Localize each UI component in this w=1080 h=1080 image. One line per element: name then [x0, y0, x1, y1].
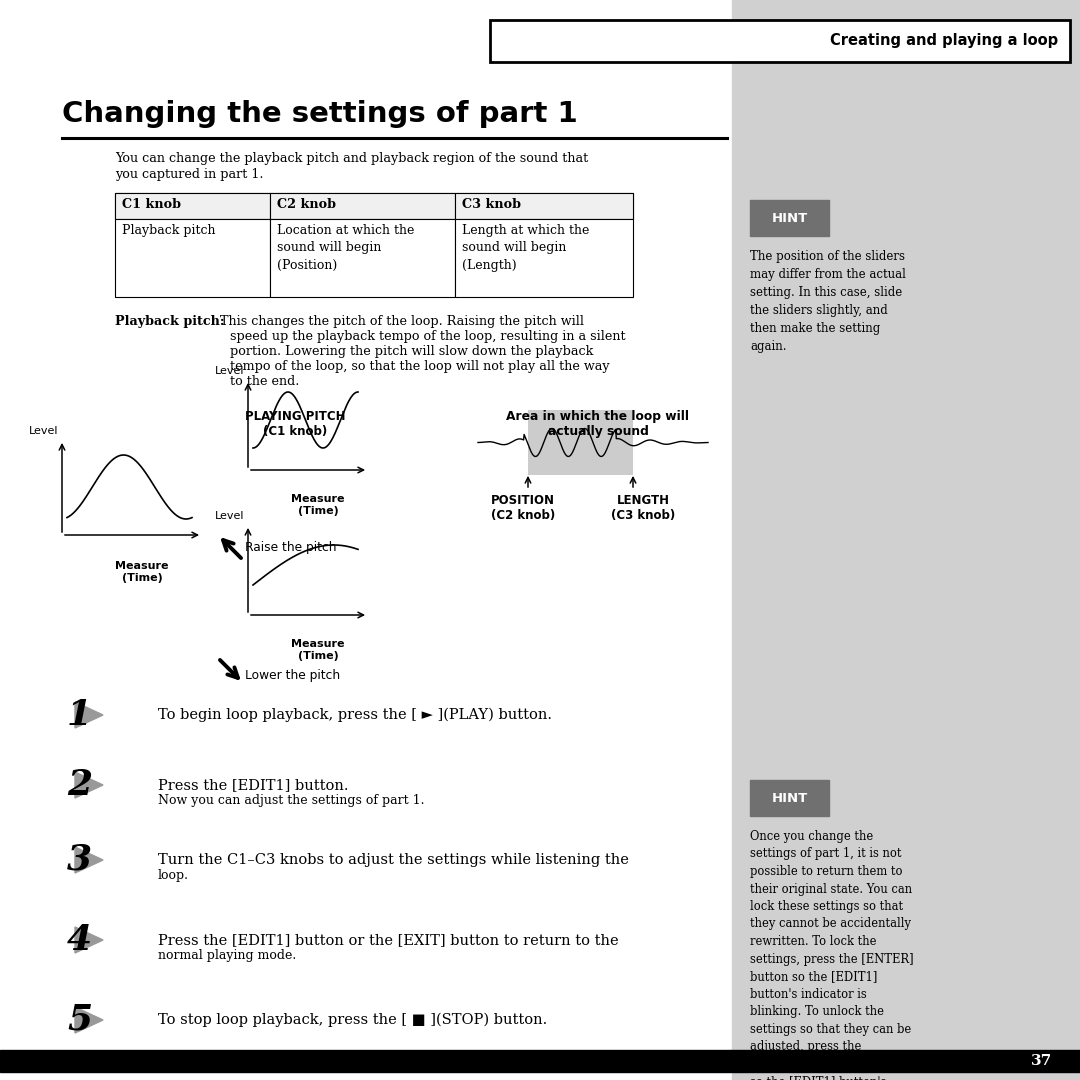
Bar	[114, 219, 270, 297]
Text: C3 knob: C3 knob	[462, 198, 521, 211]
Text: Area in which the loop will
actually sound: Area in which the loop will actually sou…	[507, 410, 689, 438]
Bar	[455, 193, 633, 219]
Text: The position of the sliders
may differ from the actual
setting. In this case, sl: The position of the sliders may differ f…	[750, 249, 906, 353]
Text: Lower the pitch: Lower the pitch	[245, 669, 340, 681]
Text: 4: 4	[67, 923, 92, 957]
Text: Press the [EDIT1] button.: Press the [EDIT1] button.	[158, 778, 349, 792]
Text: Turn the C1–C3 knobs to adjust the settings while listening the: Turn the C1–C3 knobs to adjust the setti…	[158, 853, 629, 867]
Polygon shape	[75, 847, 103, 873]
Bar	[490, 21, 1070, 62]
Text: To begin loop playback, press the [ ► ](PLAY) button.: To begin loop playback, press the [ ► ](…	[158, 708, 552, 723]
Text: LENGTH
(C3 knob): LENGTH (C3 knob)	[611, 494, 675, 522]
Text: POSITION
(C2 knob): POSITION (C2 knob)	[491, 494, 555, 522]
Text: Measure
(Time): Measure (Time)	[292, 639, 345, 661]
Bar	[114, 193, 633, 219]
Polygon shape	[75, 1007, 103, 1032]
Bar	[270, 193, 455, 219]
Bar	[750, 780, 829, 816]
Text: HINT: HINT	[771, 212, 808, 225]
Polygon shape	[75, 702, 103, 728]
Text: 3: 3	[67, 843, 92, 877]
Text: You can change the playback pitch and playback region of the sound that: You can change the playback pitch and pl…	[114, 152, 589, 165]
Bar	[528, 410, 633, 475]
Bar	[455, 219, 633, 297]
Text: HINT: HINT	[771, 792, 808, 805]
Text: Level: Level	[28, 426, 58, 436]
Text: Level: Level	[215, 511, 244, 521]
Text: C1 knob: C1 knob	[122, 198, 181, 211]
Text: PLAYING PITCH
(C1 knob): PLAYING PITCH (C1 knob)	[245, 410, 346, 438]
Text: you captured in part 1.: you captured in part 1.	[114, 168, 264, 181]
Text: 2: 2	[67, 768, 92, 802]
Bar	[114, 193, 270, 219]
Text: Measure
(Time): Measure (Time)	[292, 494, 345, 515]
Text: portion. Lowering the pitch will slow down the playback: portion. Lowering the pitch will slow do…	[230, 345, 593, 357]
Polygon shape	[75, 927, 103, 953]
Text: Length at which the
sound will begin
(Length): Length at which the sound will begin (Le…	[462, 224, 590, 272]
Text: Changing the settings of part 1: Changing the settings of part 1	[62, 100, 578, 129]
Text: Measure
(Time): Measure (Time)	[116, 561, 168, 582]
Text: Location at which the
sound will begin
(Position): Location at which the sound will begin (…	[276, 224, 415, 272]
Text: C2 knob: C2 knob	[276, 198, 336, 211]
Text: Once you change the
settings of part 1, it is not
possible to return them to
the: Once you change the settings of part 1, …	[750, 831, 914, 1080]
Text: 1: 1	[67, 698, 92, 732]
Bar	[750, 200, 829, 237]
Bar	[0, 1050, 1080, 1072]
Text: Playback pitch:: Playback pitch:	[114, 315, 225, 328]
Text: 37: 37	[1031, 1054, 1053, 1068]
Text: tempo of the loop, so that the loop will not play all the way: tempo of the loop, so that the loop will…	[230, 360, 609, 373]
Polygon shape	[75, 772, 103, 798]
Text: 5: 5	[67, 1003, 92, 1037]
Bar	[270, 219, 455, 297]
Text: Raise the pitch: Raise the pitch	[245, 540, 337, 553]
Text: Creating and playing a loop: Creating and playing a loop	[829, 33, 1058, 49]
Text: Now you can adjust the settings of part 1.: Now you can adjust the settings of part …	[158, 794, 424, 807]
Text: Level: Level	[215, 366, 244, 376]
Text: This changes the pitch of the loop. Raising the pitch will: This changes the pitch of the loop. Rais…	[220, 315, 584, 328]
Text: normal playing mode.: normal playing mode.	[158, 949, 296, 962]
Text: speed up the playback tempo of the loop, resulting in a silent: speed up the playback tempo of the loop,…	[230, 330, 625, 343]
Text: Playback pitch: Playback pitch	[122, 224, 216, 237]
Text: loop.: loop.	[158, 869, 189, 882]
Bar	[732, 0, 1080, 1080]
Text: to the end.: to the end.	[230, 375, 299, 388]
Text: Press the [EDIT1] button or the [EXIT] button to return to the: Press the [EDIT1] button or the [EXIT] b…	[158, 933, 619, 947]
Text: To stop loop playback, press the [ ■ ](STOP) button.: To stop loop playback, press the [ ■ ](S…	[158, 1013, 548, 1027]
